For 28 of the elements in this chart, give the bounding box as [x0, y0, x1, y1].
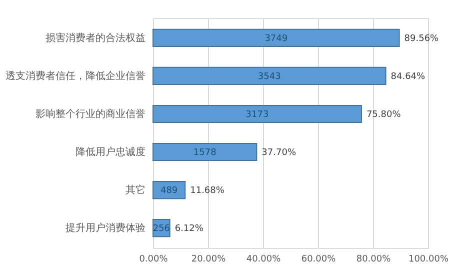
x-tick-label: 20.00%	[191, 254, 226, 264]
data-label: 84.64%	[390, 72, 426, 82]
x-tick-label: 40.00%	[246, 254, 282, 264]
x-tick-label: 0.00%	[139, 254, 168, 264]
y-tick-label: 损害消费者的合法权益	[46, 32, 146, 44]
x-tick-label: 60.00%	[301, 254, 336, 264]
y-tick-label: 提升用户消费体验	[66, 222, 146, 234]
annotation: 489	[160, 186, 178, 196]
y-tick-label: 降低用户忠诚度	[76, 146, 146, 158]
data-label: 89.56%	[404, 34, 440, 44]
x-tick-label: 100.00%	[408, 254, 449, 264]
annotation: 3173	[246, 110, 269, 120]
annotation: 3749	[264, 34, 288, 44]
bar	[152, 104, 362, 124]
annotation: 256	[152, 224, 170, 234]
data-label: 11.68%	[190, 186, 225, 196]
bar	[152, 28, 400, 48]
bar	[152, 66, 386, 86]
data-label: 6.12%	[174, 224, 204, 234]
x-tick-label: 80.00%	[356, 254, 392, 264]
data-label: 37.70%	[262, 148, 296, 158]
annotation: 3543	[258, 72, 281, 82]
y-tick-label: 影响整个行业的商业信誉	[36, 108, 146, 120]
data-label: 75.80%	[366, 110, 402, 120]
bar	[152, 142, 258, 162]
y-tick-label: 透支消费者信任，降低企业信誉	[6, 70, 146, 82]
y-tick-label: 其它	[126, 184, 146, 196]
annotation: 1578	[193, 148, 217, 158]
